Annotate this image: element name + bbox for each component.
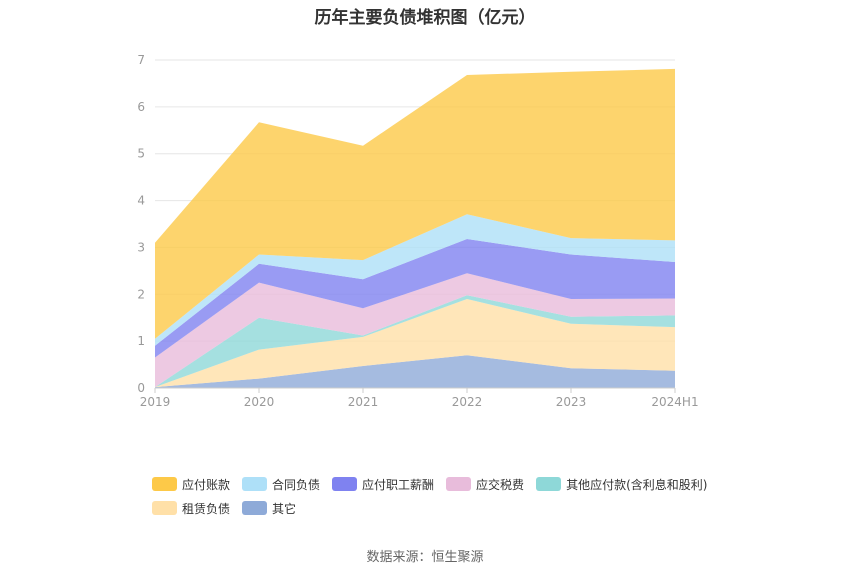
data-source: 数据来源：恒生聚源 — [366, 550, 484, 565]
y-tick-label: 2 — [137, 287, 145, 301]
y-tick-label: 3 — [137, 240, 145, 254]
area-series-6 — [155, 68, 675, 339]
stacked-area-chart: 0 1 2 3 4 5 6 7 2019 2020 2021 2022 2023 2024H1 — [137, 53, 698, 409]
legend-swatch — [536, 477, 562, 491]
legend-swatch — [242, 477, 268, 491]
x-tick-label: 2019 — [140, 395, 171, 409]
y-tick-label: 7 — [137, 53, 145, 67]
x-tick-label: 2021 — [348, 395, 379, 409]
x-tick-label: 2024H1 — [651, 395, 698, 409]
area-series-4 — [155, 239, 675, 358]
chart-legend: 应付账款 合同负债 应付职工薪酬 应交税费 其他应付款(含利息和股利) 租赁负债 其它 — [152, 472, 752, 520]
area-series-2 — [155, 295, 675, 388]
area-series-1 — [155, 299, 675, 388]
area-series-3 — [155, 273, 675, 388]
legend-label: 应付职工薪酬 — [362, 477, 435, 492]
legend-item[interactable]: 租赁负债 — [152, 500, 230, 517]
y-tick-label: 6 — [137, 100, 145, 114]
x-tick-label: 2022 — [452, 395, 483, 409]
legend-label: 其他应付款(含利息和股利) — [566, 477, 708, 492]
legend-item[interactable]: 应付职工薪酬 — [332, 476, 434, 493]
legend-swatch — [152, 477, 177, 491]
legend-label: 应付账款 — [182, 477, 231, 492]
legend-item[interactable]: 其他应付款(含利息和股利) — [536, 476, 707, 493]
chart-title: 历年主要负债堆积图（亿元） — [314, 8, 536, 28]
y-tick-label: 0 — [137, 381, 145, 395]
legend-item[interactable]: 应付账款 — [152, 476, 230, 493]
legend-label: 租赁负债 — [182, 501, 231, 516]
legend-row: 应付账款 合同负债 应付职工薪酬 应交税费 其他应付款(含利息和股利) — [152, 472, 752, 496]
y-tick-label: 4 — [137, 194, 145, 208]
legend-row: 租赁负债 其它 — [152, 496, 752, 520]
legend-item[interactable]: 其它 — [242, 500, 296, 517]
legend-item[interactable]: 合同负债 — [242, 476, 320, 493]
legend-swatch — [332, 477, 358, 491]
x-tick-label: 2020 — [244, 395, 275, 409]
x-tick-label: 2023 — [556, 395, 587, 409]
y-tick-label: 1 — [137, 334, 145, 348]
legend-label: 合同负债 — [272, 477, 321, 492]
legend-swatch — [152, 501, 177, 515]
legend-label: 其它 — [272, 501, 297, 516]
area-series-5 — [155, 214, 675, 346]
legend-label: 应交税费 — [476, 477, 525, 492]
y-tick-label: 5 — [137, 147, 145, 161]
legend-item[interactable]: 应交税费 — [446, 476, 524, 493]
area-series-0 — [155, 355, 675, 388]
legend-swatch — [446, 477, 472, 491]
legend-swatch — [242, 501, 268, 515]
